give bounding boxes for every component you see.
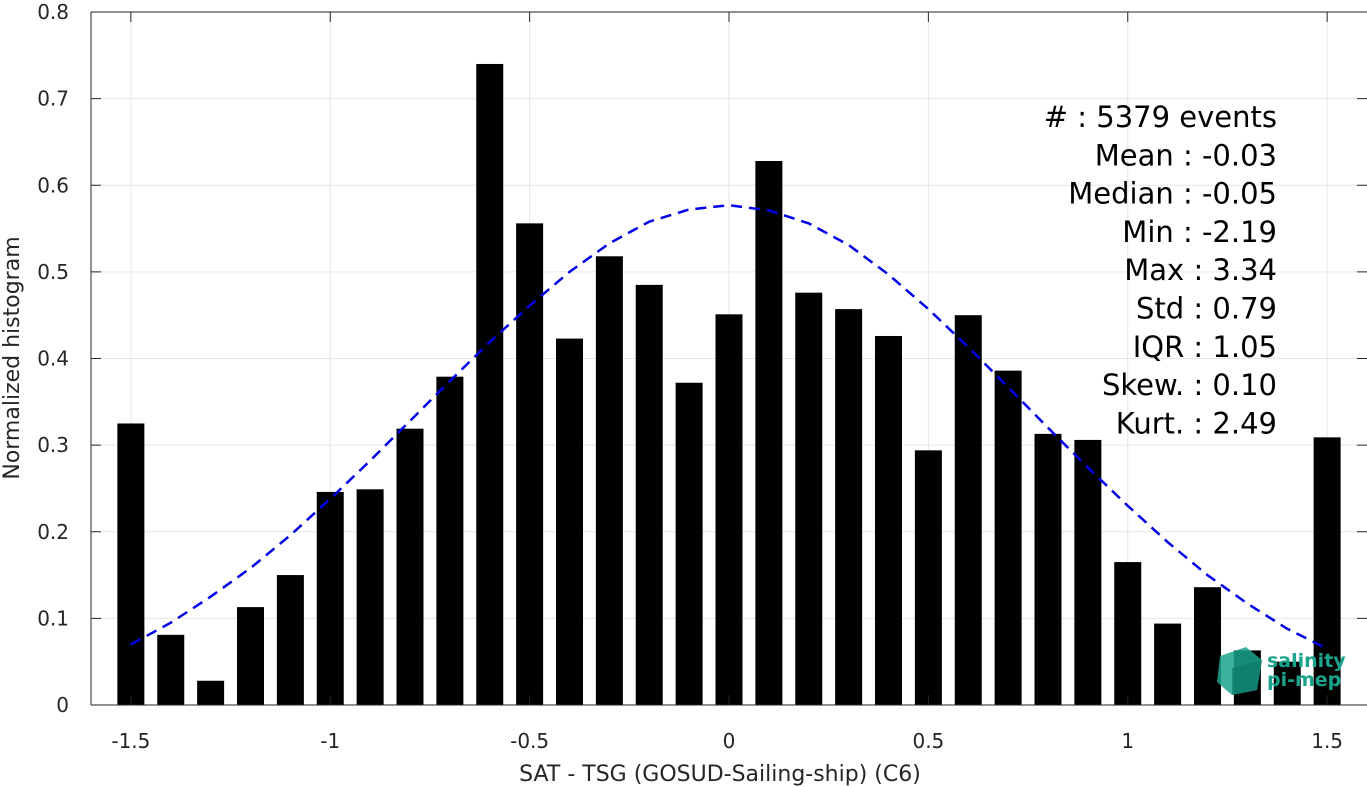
stats-line: # : 5379 events (1044, 100, 1277, 134)
histogram-bar (1114, 562, 1142, 705)
x-tick-label: 0 (723, 729, 736, 753)
histogram-bar (197, 680, 225, 705)
histogram-bar (1313, 437, 1341, 705)
histogram-bar (237, 607, 264, 705)
gaussian-fit-curve (130, 203, 1328, 650)
histogram-bar (117, 423, 145, 705)
statistics-box: # : 5379 events Mean : -0.03 Median : -0.0… (1044, 100, 1277, 440)
histogram-bar (1194, 587, 1221, 705)
histogram-bar (157, 634, 185, 705)
histogram-bar (875, 335, 902, 705)
stats-line: IQR : 1.05 (1133, 330, 1277, 364)
histogram-bar (316, 491, 344, 705)
y-tick-label: 0.7 (37, 87, 69, 111)
salinity-pi-mep-logo: salinity pi-mep (1217, 647, 1346, 695)
histogram-bar (954, 315, 982, 705)
histogram-bar (516, 223, 544, 706)
x-axis-label: SAT - TSG (GOSUD-Sailing-ship) (C6) (519, 762, 921, 787)
histogram-bar (1154, 623, 1182, 705)
histogram-bar (795, 292, 823, 705)
stats-line: Mean : -0.03 (1095, 138, 1277, 172)
histogram-bar (835, 309, 863, 705)
x-tick-label: -1.5 (111, 729, 150, 753)
y-axis-label: Normalized histogram (0, 236, 25, 479)
histogram-bar (635, 284, 663, 705)
histogram-bar (1074, 439, 1102, 705)
histogram-bar (715, 314, 743, 705)
y-tick-label: 0.6 (37, 173, 69, 197)
logo-line-1: salinity (1267, 650, 1346, 672)
y-tick-label: 0.5 (37, 260, 69, 284)
x-tick-label: -1 (320, 729, 340, 753)
x-axis-ticks: -1.5 -1 -0.5 0 0.5 1 1.5 (111, 12, 1343, 753)
y-tick-label: 0.3 (37, 433, 69, 457)
histogram-bar (436, 376, 464, 705)
logo-line-2: pi-mep (1267, 669, 1341, 691)
histogram-bar (276, 575, 304, 705)
stats-line: Max : 3.34 (1124, 253, 1277, 287)
x-tick-label: 1 (1121, 729, 1134, 753)
histogram-bar (755, 160, 783, 705)
y-axis-ticks: 0 0.1 0.2 0.3 0.4 0.5 0.6 0.7 0.8 (37, 0, 1367, 717)
y-tick-label: 0.2 (37, 520, 69, 544)
histogram-bar (1273, 661, 1301, 705)
histogram-bars (117, 63, 1341, 706)
x-tick-label: 1.5 (1311, 729, 1343, 753)
y-tick-label: 0.1 (37, 606, 69, 630)
stats-line: Kurt. : 2.49 (1116, 406, 1277, 440)
histogram-bar (356, 489, 384, 705)
x-tick-label: -0.5 (510, 729, 549, 753)
y-tick-label: 0 (56, 693, 69, 717)
x-tick-label: 0.5 (912, 729, 944, 753)
histogram-bar (994, 370, 1022, 705)
logo-cube-shade (1232, 660, 1262, 695)
stats-line: Min : -2.19 (1122, 215, 1277, 249)
y-tick-label: 0.8 (37, 0, 69, 24)
stats-line: Median : -0.05 (1068, 177, 1277, 211)
histogram-bar (1034, 433, 1062, 705)
stats-line: Std : 0.79 (1136, 292, 1277, 326)
histogram-bar (556, 338, 583, 705)
stats-line: Skew. : 0.10 (1102, 368, 1277, 402)
histogram-bar (914, 450, 942, 705)
histogram-bar (476, 63, 504, 706)
histogram-bar (396, 428, 424, 705)
histogram-bar (595, 256, 623, 705)
y-tick-label: 0.4 (37, 347, 69, 371)
histogram-bar (675, 382, 703, 705)
